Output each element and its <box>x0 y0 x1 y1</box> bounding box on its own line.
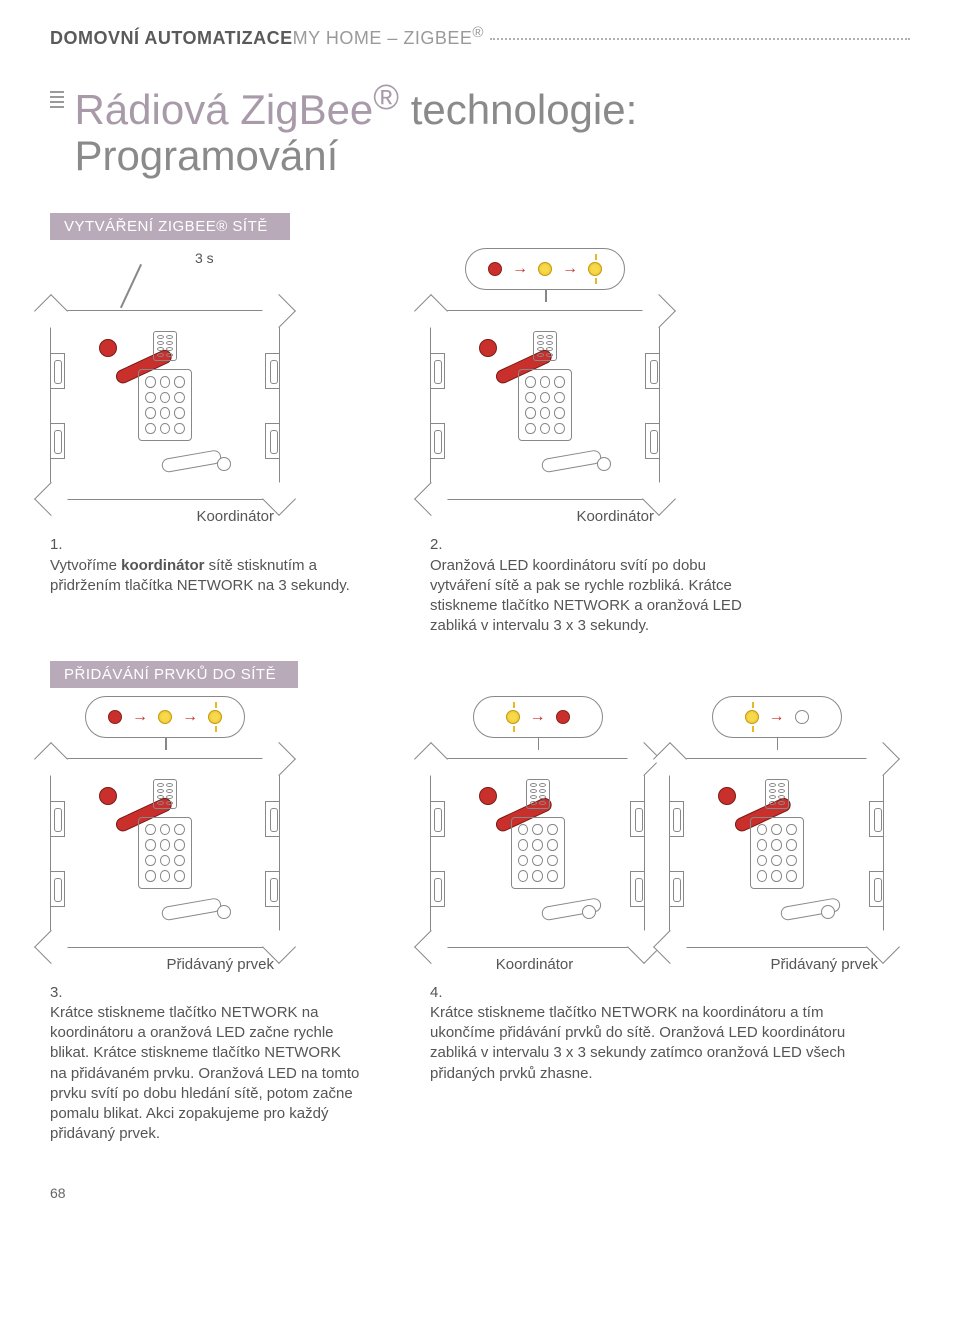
step-2-text: 2. Oranžová LED koordinátoru svítí po do… <box>430 525 770 636</box>
led-bubble-icon: → → <box>465 248 625 290</box>
led-bubble-icon: → <box>712 696 842 738</box>
label-3s: 3 s <box>195 250 214 266</box>
caption-coordinator: Koordinátor <box>430 500 660 525</box>
arrow-icon: → <box>182 708 198 726</box>
row-create-network: 3 s Koordinátor 1. Vytvořím <box>0 258 960 636</box>
page-number: 68 <box>0 1145 960 1221</box>
led-bubble-icon: → <box>473 696 603 738</box>
header-light: MY HOME – ZIGBEE® <box>293 24 484 49</box>
led-bubble-icon: → → <box>85 696 245 738</box>
arrow-icon: → <box>132 708 148 726</box>
arrow-icon: → <box>769 708 785 726</box>
arrow-icon: → <box>512 260 528 278</box>
list-icon <box>50 91 64 111</box>
device-pair: → <box>430 706 890 973</box>
page-title: Rádiová ZigBee® technologie: Programován… <box>0 49 960 189</box>
step-1-text: 1. Vytvoříme koordinátor sítě stisknutím… <box>50 525 390 596</box>
device-coordinator-led: → → Koordinátor <box>430 258 660 525</box>
page-header: DOMOVNÍ AUTOMATIZACE MY HOME – ZIGBEE® <box>0 0 960 49</box>
arrow-icon: → <box>530 708 546 726</box>
device-added-single: → → Přidávaný pr <box>50 706 280 973</box>
caption-added: Přidávaný prvek <box>50 948 280 973</box>
caption-coordinator: Koordinátor <box>430 948 645 973</box>
device-coordinator-press: 3 s Koordinátor <box>50 258 280 525</box>
step-3-text: 3. Krátce stiskneme tlačítko NETWORK na … <box>50 973 360 1145</box>
caption-coordinator: Koordinátor <box>50 500 280 525</box>
section-banner-create: VYTVÁŘENÍ ZIGBEE® SÍTĚ <box>50 213 290 240</box>
row-add-devices: → → Přidávaný pr <box>0 706 960 1145</box>
section-banner-add: PŘIDÁVÁNÍ PRVKŮ DO SÍTĚ <box>50 661 298 688</box>
header-strong: DOMOVNÍ AUTOMATIZACE <box>50 28 293 49</box>
step-4-text: 4. Krátce stiskneme tlačítko NETWORK na … <box>430 973 890 1084</box>
title-text: Rádiová ZigBee® technologie: Programován… <box>74 79 637 179</box>
header-dots <box>490 38 910 40</box>
arrow-icon: → <box>562 260 578 278</box>
caption-added: Přidávaný prvek <box>669 948 884 973</box>
